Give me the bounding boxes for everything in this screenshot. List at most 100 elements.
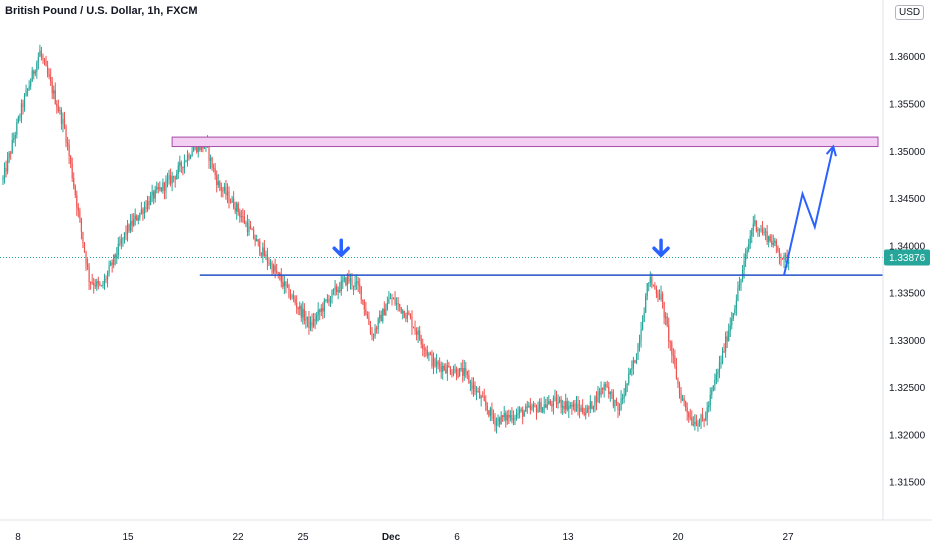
- candle-body: [414, 328, 416, 331]
- supply-zone-rectangle[interactable]: [171, 136, 879, 148]
- candle-body: [598, 391, 601, 396]
- candle-body: [740, 279, 742, 286]
- candle-body: [113, 254, 115, 265]
- candle-body: [320, 308, 322, 312]
- candle-body: [625, 384, 627, 395]
- candle-body: [519, 409, 521, 414]
- candle-body: [735, 300, 737, 309]
- candle-body: [535, 406, 538, 413]
- candle-body: [457, 375, 459, 377]
- candle-body: [612, 393, 614, 407]
- candle-body: [122, 238, 124, 240]
- candle-body: [219, 181, 221, 187]
- candle-body: [394, 298, 396, 305]
- candle-body: [253, 229, 255, 239]
- candle-body: [382, 308, 384, 322]
- candle-body: [383, 308, 385, 316]
- candle-body: [259, 241, 261, 254]
- candle-body: [499, 418, 501, 425]
- candle-body: [758, 229, 761, 231]
- candle-body: [752, 223, 754, 231]
- candle-body: [54, 90, 56, 104]
- candle-body: [455, 368, 458, 376]
- candle-body: [503, 413, 505, 418]
- candle-body: [45, 61, 47, 67]
- candle-body: [86, 264, 89, 268]
- candle-body: [342, 280, 344, 282]
- candle-body: [36, 62, 38, 72]
- candle-body: [236, 203, 238, 212]
- candle-body: [46, 66, 49, 75]
- candle-body: [697, 425, 699, 427]
- candle-body: [412, 327, 415, 329]
- candle-body: [623, 394, 625, 399]
- candle-body: [746, 250, 748, 255]
- candle-body: [286, 285, 289, 287]
- candle-body: [425, 349, 427, 351]
- currency-badge[interactable]: USD: [895, 5, 925, 20]
- candle-body: [319, 309, 321, 312]
- candle-body: [322, 308, 324, 312]
- candle-body: [262, 247, 264, 256]
- candle-body: [454, 368, 456, 372]
- time-axis[interactable]: 8 15 22 25 Dec 6 13 20 27: [15, 532, 794, 543]
- candle-body: [449, 367, 452, 374]
- candle-body: [463, 368, 465, 376]
- candle-body: [515, 413, 518, 418]
- candle-body: [39, 50, 41, 57]
- candle-body: [166, 178, 169, 181]
- candle-body: [408, 312, 410, 315]
- y-tick-label: 1.33500: [889, 289, 926, 300]
- candle-body: [139, 213, 141, 218]
- price-axis[interactable]: 1.36000 1.35500 1.35000 1.34500 1.34000 1.335…: [889, 52, 926, 488]
- candle-body: [772, 242, 774, 245]
- candle-body: [703, 418, 705, 421]
- candle-body: [582, 407, 584, 413]
- candle-body: [339, 289, 341, 292]
- candle-body: [761, 228, 764, 234]
- candle-body: [432, 359, 435, 367]
- candle-body: [680, 392, 682, 401]
- candle-body: [374, 328, 376, 337]
- candle-body: [683, 398, 685, 402]
- candle-body: [403, 310, 405, 318]
- x-tick-label: 13: [562, 532, 574, 543]
- candle-body: [528, 405, 530, 407]
- candle-body: [543, 404, 545, 408]
- candle-body: [552, 397, 555, 407]
- candle-body: [346, 275, 348, 286]
- candle-body: [446, 365, 448, 374]
- candle-body: [163, 182, 166, 191]
- candle-body: [17, 116, 19, 123]
- candle-body: [720, 362, 722, 364]
- candle-body: [701, 415, 704, 419]
- candle-body: [400, 307, 402, 314]
- candle-body: [658, 296, 661, 300]
- candle-body: [356, 281, 358, 283]
- candle-body: [386, 303, 388, 310]
- candle-body: [273, 265, 275, 273]
- candle-body: [300, 305, 302, 318]
- candle-body: [494, 418, 496, 426]
- candle-body: [654, 285, 656, 289]
- candle-body: [672, 354, 674, 356]
- candle-body: [173, 175, 175, 177]
- candles-layer: [2, 44, 790, 434]
- candle-body: [711, 390, 713, 395]
- candle-body: [165, 180, 167, 191]
- candle-body: [640, 329, 642, 341]
- candle-body: [329, 297, 332, 303]
- candle-body: [27, 88, 29, 91]
- candle-body: [731, 318, 733, 326]
- candle-body: [60, 109, 63, 124]
- candle-body: [575, 403, 578, 412]
- candle-body: [285, 281, 287, 286]
- candle-body: [718, 362, 721, 372]
- candle-body: [705, 418, 707, 421]
- candle-body: [125, 232, 127, 235]
- candle-body: [469, 382, 471, 384]
- candle-body: [209, 157, 212, 161]
- candle-body: [774, 240, 776, 243]
- projection-path[interactable]: [783, 146, 835, 276]
